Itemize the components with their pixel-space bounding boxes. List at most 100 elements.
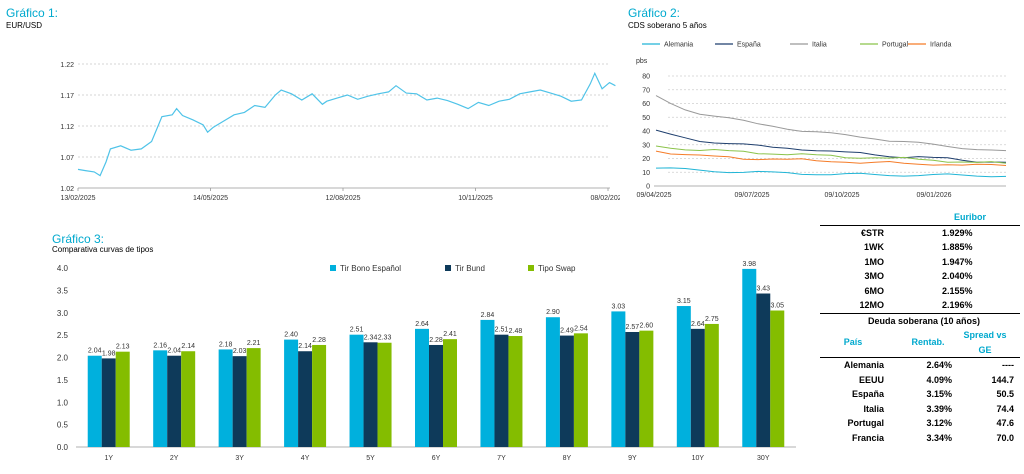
bar	[559, 335, 574, 447]
y-tick-label: 0.5	[57, 421, 69, 430]
x-tick-label: 09/07/2025	[734, 192, 769, 199]
legend-swatch	[330, 265, 336, 271]
y-tick-label: 1.17	[60, 93, 74, 100]
cds-series-line	[655, 129, 1007, 163]
bar	[508, 336, 523, 447]
y-tick-label: 3.5	[57, 286, 69, 295]
bar	[676, 306, 691, 447]
y-tick-label: 1.0	[57, 398, 69, 407]
y-tick-label: 1.02	[60, 186, 74, 193]
bar-data-label: 2.64	[415, 321, 429, 328]
bar	[690, 328, 705, 447]
bar-data-label: 2.64	[691, 321, 705, 328]
bar-data-label: 2.14	[181, 343, 195, 350]
deuda-row: EEUU 4.09% 144.7	[858, 374, 1014, 385]
bar	[639, 330, 654, 447]
y-tick-label: 2.5	[57, 331, 69, 340]
y-tick-label: 0.0	[57, 443, 69, 452]
x-tick-label: 12/08/2025	[325, 195, 360, 202]
legend-label: Italia	[812, 42, 827, 49]
y-tick-label: 20	[642, 156, 650, 163]
deuda-row: Portugal 3.12% 47.6	[847, 418, 1014, 428]
cds-series-line	[655, 95, 1007, 152]
x-tick-label: 7Y	[497, 455, 506, 462]
eurusd-series-line	[77, 71, 616, 177]
x-tick-label: 5Y	[366, 455, 375, 462]
cds-series-line	[655, 150, 1007, 166]
x-tick-label: 10/11/2025	[458, 195, 493, 202]
bar	[298, 351, 313, 447]
bar-data-label: 2.54	[574, 325, 588, 332]
x-tick-label: 30Y	[757, 455, 770, 462]
bar	[573, 333, 588, 447]
bar	[312, 344, 327, 447]
x-tick-label: 10Y	[692, 455, 705, 462]
euribor-row: 1WK 1.885%	[864, 242, 973, 252]
x-tick-label: 8Y	[563, 455, 572, 462]
y-tick-label: 1.22	[60, 62, 74, 69]
bar	[153, 350, 168, 447]
y-tick-label: 3.0	[57, 309, 69, 318]
bar	[611, 311, 626, 447]
bar-data-label: 2.90	[546, 309, 560, 316]
yield-curve-chart: Tir Bono Español Tir Bund Tipo Swap 0.0 0.5 1…	[57, 261, 796, 462]
deuda-title: Deuda soberana (10 años)	[820, 312, 1020, 328]
bar	[756, 293, 771, 447]
chart3-title: Gráfico 3:	[52, 232, 105, 246]
bar-data-label: 2.48	[509, 328, 523, 335]
bar-data-label: 3.98	[742, 261, 756, 268]
deuda-row: Italia 3.39% 74.4	[863, 403, 1014, 414]
legend-swatch	[528, 265, 534, 271]
bar	[704, 323, 719, 447]
chart2-subtitle: CDS soberano 5 años	[628, 21, 707, 30]
bar	[167, 355, 182, 447]
y-tick-label: 40	[642, 129, 650, 136]
bar	[545, 317, 560, 447]
bar	[443, 339, 457, 447]
bar	[377, 342, 392, 447]
y-tick-label: 50	[642, 115, 650, 122]
bar-data-label: 2.04	[88, 348, 102, 355]
x-tick-label: 6Y	[432, 455, 441, 462]
euribor-row: 3MO 2.040%	[864, 271, 973, 281]
y-tick-label: 1.12	[60, 124, 74, 131]
eurusd-chart: 1.02 1.07 1.12 1.17 1.22 13/02/2025 14/05/2025…	[60, 62, 620, 202]
x-tick-label: 9Y	[628, 455, 637, 462]
y-tick-label: 60	[642, 101, 650, 108]
bar-data-label: 2.40	[284, 332, 298, 339]
bar	[181, 351, 196, 447]
bar-data-label: 2.33	[378, 335, 392, 342]
bar-data-label: 2.16	[153, 342, 167, 349]
bar-data-label: 2.34	[364, 334, 378, 341]
bar	[770, 310, 785, 447]
x-tick-label: 08/02/2026	[590, 195, 620, 202]
bar-data-label: 2.28	[312, 337, 326, 344]
bar	[232, 356, 247, 447]
bar	[246, 348, 261, 447]
bar-data-label: 2.57	[626, 324, 640, 331]
bar-data-label: 3.15	[677, 298, 691, 305]
bar	[742, 268, 757, 447]
chart1-subtitle: EUR/USD	[6, 21, 43, 30]
bar	[101, 358, 116, 447]
bar-data-label: 3.03	[612, 303, 626, 310]
bar-data-label: 2.14	[298, 343, 312, 350]
euribor-table: Euribor €STR 1.929% 1WK 1.885% 1MO 1.947% 3…	[820, 210, 1020, 445]
legend-label: Portugal	[882, 42, 909, 49]
legend-label: Tir Bund	[455, 264, 485, 273]
bar	[363, 342, 378, 447]
x-tick-label: 09/01/2026	[916, 192, 951, 199]
legend-label: Tir Bono Español	[340, 264, 401, 273]
y-tick-label: 30	[642, 142, 650, 149]
chart3-subtitle: Comparativa curvas de tipos	[52, 245, 154, 254]
bar-data-label: 2.21	[247, 340, 261, 347]
y-tick-label: 70	[642, 87, 650, 94]
euribor-row: 6MO 2.155%	[864, 285, 973, 296]
bar	[284, 339, 299, 447]
cds-series-line	[655, 145, 1007, 164]
euribor-title: Euribor	[953, 212, 986, 222]
deuda-row: Francia 3.34% 70.0	[851, 432, 1014, 443]
bar	[494, 334, 509, 447]
deuda-header: País Rentab. Spread vs GE	[820, 328, 1020, 358]
bar-data-label: 2.60	[640, 323, 654, 330]
